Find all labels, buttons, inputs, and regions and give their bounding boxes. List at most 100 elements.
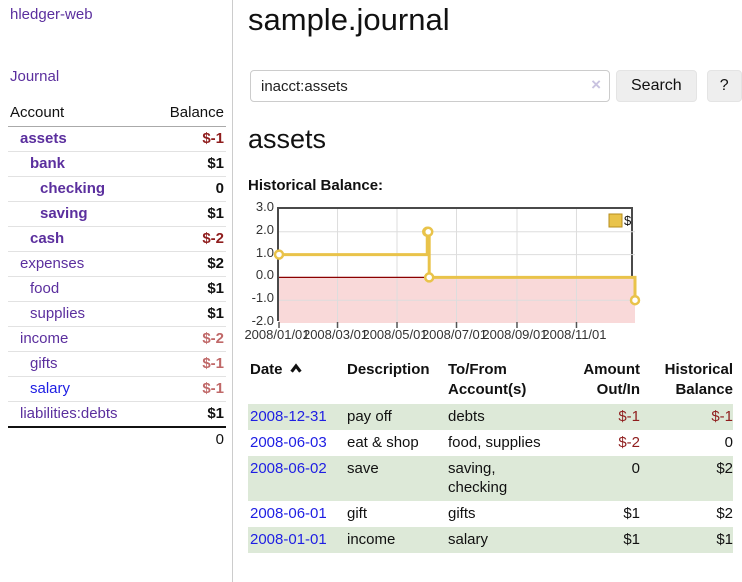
transaction-date-link[interactable]: 2008-06-03 xyxy=(250,434,327,451)
x-tick-label: 2008/03/01 xyxy=(302,327,369,342)
transaction-description: eat & shop xyxy=(347,434,419,451)
transaction-date-link[interactable]: 2008-12-31 xyxy=(250,408,327,425)
account-heading: assets xyxy=(248,124,327,154)
transaction-date-link[interactable]: 2008-06-01 xyxy=(250,505,327,522)
chart-y-axis: 3.0 2.0 1.0 0.0 -1.0 -2.0 xyxy=(248,199,274,328)
chart-title: Historical Balance: xyxy=(248,177,384,194)
account-balance: 0 xyxy=(151,176,226,202)
transaction-date-link[interactable]: 2008-06-02 xyxy=(250,460,327,477)
register-row: 2008-06-02 save saving, checking 0 $2 xyxy=(248,456,733,501)
transaction-accounts: food, supplies xyxy=(448,434,541,451)
transaction-description: pay off xyxy=(347,404,448,430)
account-link-bank[interactable]: bank xyxy=(30,155,66,172)
account-row: checking 0 xyxy=(8,176,226,202)
account-row: bank $1 xyxy=(8,151,226,177)
account-row: assets $-1 xyxy=(8,127,226,152)
data-point-marker xyxy=(423,272,435,283)
x-tick-label: 2008/07/01 xyxy=(421,327,488,342)
transaction-description: income xyxy=(347,527,448,553)
account-row: salary $-1 xyxy=(8,376,226,402)
transaction-date-link[interactable]: 2008-01-01 xyxy=(250,531,327,548)
transaction-balance: $2 xyxy=(640,456,733,501)
transaction-amount: $-2 xyxy=(618,434,640,451)
account-link-supplies[interactable]: supplies xyxy=(30,305,86,322)
y-tick-label: 0.0 xyxy=(255,267,274,283)
account-balance: $-1 xyxy=(151,376,226,402)
account-row: saving $1 xyxy=(8,201,226,227)
legend-swatch xyxy=(608,213,623,228)
account-row: supplies $1 xyxy=(8,301,226,327)
search-input[interactable] xyxy=(250,70,610,102)
transaction-description: save xyxy=(347,456,448,501)
register-table: Date Description To/From Account(s) Amoun… xyxy=(248,358,733,553)
balance-chart: 3.0 2.0 1.0 0.0 -1.0 -2.0 $ 2008/01/01 2008/03… xyxy=(244,199,742,353)
account-link-expenses[interactable]: expenses xyxy=(20,255,85,272)
account-balance: $-1 xyxy=(202,130,224,147)
app-brand-link[interactable]: hledger-web xyxy=(10,6,93,23)
register-header-row: Date Description To/From Account(s) Amoun… xyxy=(248,358,733,404)
account-balance: $1 xyxy=(151,276,226,302)
sort-ascending-icon xyxy=(289,363,302,373)
accounts-total-balance: 0 xyxy=(151,426,226,452)
search-button[interactable]: Search xyxy=(616,70,697,102)
page-title: sample.journal xyxy=(248,2,450,37)
account-row: expenses $2 xyxy=(8,251,226,277)
x-tick-label: 2008/11/01 xyxy=(542,327,607,342)
transaction-amount: $1 xyxy=(560,527,640,553)
account-row: income $-2 xyxy=(8,326,226,352)
account-link-cash[interactable]: cash xyxy=(30,230,65,247)
help-button[interactable]: ? xyxy=(706,70,742,102)
clear-search-icon[interactable]: × xyxy=(591,75,601,94)
account-balance: $1 xyxy=(151,401,226,427)
account-balance: $2 xyxy=(151,251,226,277)
register-row: 2008-12-31 pay off debts $-1 $-1 xyxy=(248,404,733,430)
account-link-gifts[interactable]: gifts xyxy=(30,355,58,372)
transaction-accounts: salary xyxy=(448,527,560,553)
x-tick-label: 2008/09/01 xyxy=(482,327,548,342)
account-link-food[interactable]: food xyxy=(30,280,60,297)
x-tick-label: 2008/01/01 xyxy=(244,327,310,342)
account-link-salary[interactable]: salary xyxy=(30,380,71,397)
chart-svg: $ xyxy=(273,209,641,328)
y-tick-label: -1.0 xyxy=(251,290,274,306)
account-link-saving[interactable]: saving xyxy=(40,205,88,222)
register-row: 2008-01-01 income salary $1 $1 xyxy=(248,527,733,553)
data-point-marker xyxy=(273,249,285,260)
account-balance: $-2 xyxy=(151,326,226,352)
account-balance: $1 xyxy=(151,151,226,177)
transaction-accounts: gifts xyxy=(448,505,476,522)
register-header-accounts: To/From Account(s) xyxy=(448,361,527,398)
y-tick-label: 1.0 xyxy=(255,244,274,260)
transaction-balance: $1 xyxy=(640,527,733,553)
accounts-header-account: Account xyxy=(8,100,152,127)
transaction-balance: $2 xyxy=(716,505,733,522)
account-row: food $1 xyxy=(8,276,226,302)
account-link-assets[interactable]: assets xyxy=(20,130,67,147)
transaction-balance: $-1 xyxy=(640,404,733,430)
account-link-liabilities-debts[interactable]: liabilities:debts xyxy=(20,405,118,422)
register-header-amount: Amount Out/In xyxy=(583,361,640,398)
register-header-description: Description xyxy=(347,361,430,378)
transaction-amount: $-1 xyxy=(560,404,640,430)
y-tick-label: 3.0 xyxy=(255,199,274,214)
account-row: liabilities:debts $1 xyxy=(8,401,226,427)
account-balance: $-1 xyxy=(151,351,226,377)
transaction-accounts: debts xyxy=(448,404,560,430)
account-link-checking[interactable]: checking xyxy=(40,180,106,197)
accounts-header-balance: Balance xyxy=(151,100,226,127)
register-header-balance: Historical Balance xyxy=(664,361,733,398)
account-row: gifts $-1 xyxy=(8,351,226,377)
data-point-marker xyxy=(629,294,641,306)
sidebar: hledger-web Journal Account Balance asse… xyxy=(0,0,233,582)
transaction-amount: $1 xyxy=(623,505,640,522)
transaction-balance: 0 xyxy=(724,434,733,451)
y-tick-label: 2.0 xyxy=(255,221,274,237)
y-tick-label: -2.0 xyxy=(251,313,274,328)
transaction-accounts: saving, checking xyxy=(448,456,560,501)
sidebar-item-journal[interactable]: Journal xyxy=(10,68,60,85)
account-balance: $1 xyxy=(151,301,226,327)
account-link-income[interactable]: income xyxy=(20,330,69,347)
transaction-amount: 0 xyxy=(560,456,640,501)
register-header-date[interactable]: Date xyxy=(248,358,347,404)
transaction-description: gift xyxy=(347,505,368,522)
